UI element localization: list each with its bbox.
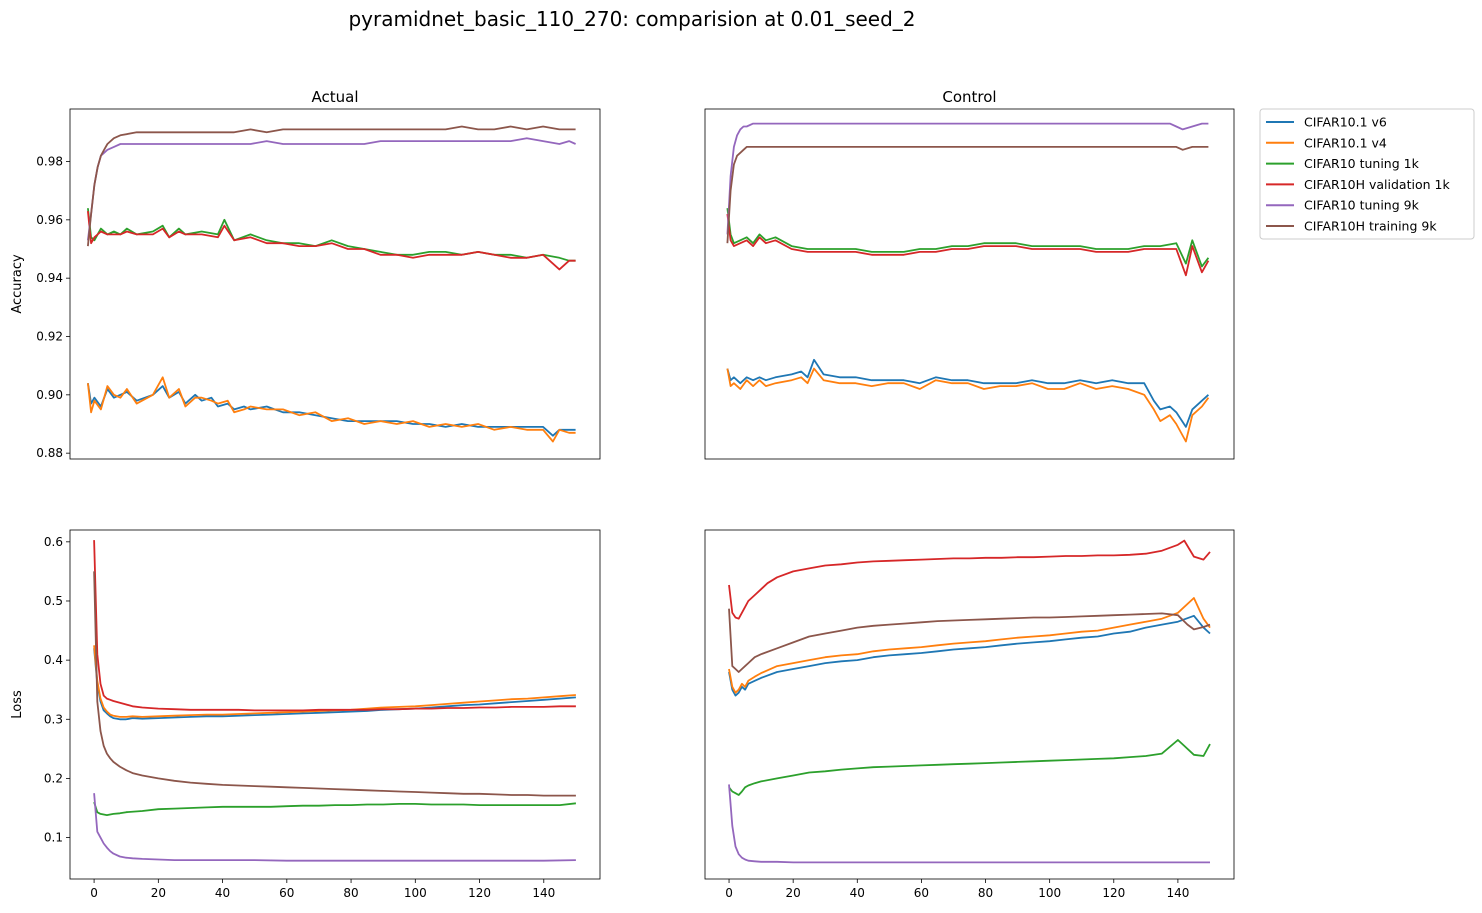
plot-frame — [69, 529, 601, 880]
y-axis-label: Loss — [10, 690, 25, 719]
x-tick-label: 100 — [404, 886, 427, 900]
series-line-cifar10-1-v4 — [728, 597, 1211, 694]
series-line-cifar10-1-v6 — [728, 614, 1211, 697]
series-line-cifar10-tuning-9k — [93, 793, 576, 862]
series-line-cifar10h-validation-1k — [93, 540, 576, 712]
legend-frame — [1259, 108, 1475, 240]
x-tick-label: 80 — [978, 886, 993, 900]
series-line-cifar10-1-v6 — [93, 648, 576, 721]
plot-actual-accuracy: 0.88 0.90 0.92 0.94 0.96 0.98 Actual Accuracy — [10, 88, 601, 460]
plot-frame — [704, 529, 1235, 880]
x-tick-label: 40 — [215, 886, 230, 900]
x-tick-label: 20 — [151, 886, 166, 900]
y-tick-label: 0.92 — [36, 330, 63, 344]
x-tick-label: 0 — [725, 886, 733, 900]
series-line-cifar10h-validation-1k — [726, 213, 1210, 277]
series-line-cifar10-tuning-9k — [87, 137, 576, 241]
y-tick-label: 0.3 — [44, 712, 63, 726]
legend-label-cifar10h-validation-1k: CIFAR10H validation 1k — [1304, 177, 1450, 192]
y-tick-label: 0.94 — [36, 271, 63, 285]
series-line-cifar10-tuning-9k — [726, 122, 1209, 235]
plot-frame — [69, 108, 601, 460]
series-line-cifar10-1-v4 — [726, 367, 1210, 443]
plot-control-accuracy: Control — [704, 88, 1235, 460]
series-line-cifar10-1-v4 — [87, 376, 576, 443]
x-tick-label: 120 — [468, 886, 491, 900]
legend-label-cifar10-1-v4: CIFAR10.1 v4 — [1304, 135, 1387, 150]
legend-label-cifar10-tuning-9k: CIFAR10 tuning 9k — [1304, 198, 1420, 213]
series-line-cifar10-tuning-1k — [93, 801, 577, 816]
y-tick-label: 0.1 — [44, 831, 63, 845]
series-line-cifar10h-training-9k — [728, 608, 1211, 673]
x-tick-label: 100 — [1038, 886, 1061, 900]
legend-label-cifar10-1-v6: CIFAR10.1 v6 — [1304, 115, 1387, 130]
y-tick-label: 0.2 — [44, 771, 63, 785]
x-tick-label: 120 — [1102, 886, 1125, 900]
series-line-cifar10h-training-9k — [93, 571, 576, 797]
subplot-title: Actual — [312, 88, 359, 106]
x-tick-label: 20 — [786, 886, 801, 900]
series-line-cifar10h-training-9k — [726, 145, 1209, 244]
series-line-cifar10-tuning-9k — [728, 784, 1210, 864]
x-tick-label: 60 — [279, 886, 294, 900]
x-tick-label: 140 — [532, 886, 555, 900]
plot-actual-loss: 0.1 0.2 0.3 0.4 0.5 0.6 0 20 40 60 80 100 120 140 Loss — [10, 529, 601, 900]
x-tick-label: 60 — [914, 886, 929, 900]
legend-label-cifar10h-training-9k: CIFAR10H training 9k — [1304, 219, 1437, 234]
series-line-cifar10-tuning-1k — [728, 739, 1211, 796]
y-tick-label: 0.5 — [44, 594, 63, 608]
x-tick-label: 140 — [1166, 886, 1189, 900]
series-line-cifar10h-training-9k — [87, 125, 576, 247]
y-tick-label: 0.98 — [36, 155, 63, 169]
y-tick-label: 0.96 — [36, 213, 63, 227]
series-line-cifar10h-validation-1k — [87, 211, 576, 271]
subplot-title: Control — [942, 88, 996, 106]
series-line-cifar10-tuning-1k — [726, 208, 1210, 268]
y-tick-label: 0.90 — [36, 388, 63, 402]
x-tick-label: 40 — [850, 886, 865, 900]
series-line-cifar10-1-v4 — [93, 645, 576, 718]
legend-label-cifar10-tuning-1k: CIFAR10 tuning 1k — [1304, 156, 1420, 171]
x-tick-label: 80 — [343, 886, 358, 900]
legend: CIFAR10.1 v6 CIFAR10.1 v4 CIFAR10 tuning 1… — [1259, 108, 1475, 240]
y-axis-label: Accuracy — [10, 254, 25, 314]
plot-control-loss: 0 20 40 60 80 100 120 140 — [704, 529, 1235, 900]
y-tick-label: 0.6 — [44, 535, 63, 549]
y-tick-label: 0.88 — [36, 446, 63, 460]
series-line-cifar10h-validation-1k — [728, 539, 1211, 620]
figure-title: pyramidnet_basic_110_270: comparision at… — [348, 7, 915, 31]
y-tick-label: 0.4 — [44, 653, 63, 667]
series-line-cifar10-1-v6 — [726, 358, 1210, 428]
plot-frame — [704, 108, 1235, 460]
x-tick-label: 0 — [90, 886, 98, 900]
